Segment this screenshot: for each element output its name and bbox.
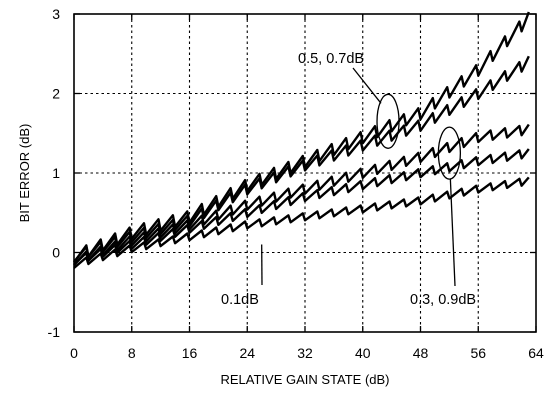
x-tick-label: 40 <box>355 345 371 361</box>
annotation-ellipse-0-3-0-9db <box>437 126 462 180</box>
x-tick-label: 16 <box>182 345 198 361</box>
series-group <box>73 11 530 269</box>
y-tick-label: -1 <box>48 324 61 340</box>
series-line-2 <box>73 148 530 266</box>
y-tick-labels: -1 0 1 2 3 <box>48 6 61 340</box>
annotation-label-0-3-0-9db: 0.3, 0.9dB <box>410 292 476 308</box>
annotation-label-0-5-0-7db: 0.5, 0.7dB <box>298 51 364 67</box>
annotation-shapes <box>261 67 462 287</box>
annotation-leader-0-3-0-9db <box>449 179 456 287</box>
y-tick-label: 1 <box>52 165 60 181</box>
x-tick-label: 24 <box>239 345 255 361</box>
series-line-1 <box>73 176 530 269</box>
series-line-3 <box>73 123 530 267</box>
x-tick-label: 8 <box>128 345 136 361</box>
x-axis-title: RELATIVE GAIN STATE (dB) <box>220 372 389 387</box>
series-line-5 <box>73 11 530 264</box>
y-tick-label: 3 <box>52 6 60 22</box>
annotation-label-0-1db: 0.1dB <box>221 292 259 308</box>
x-tick-label: 32 <box>297 345 313 361</box>
x-tick-label: 56 <box>470 345 486 361</box>
x-tick-label: 64 <box>528 345 544 361</box>
grid-lines <box>74 14 536 332</box>
annotation-leader-0-5-0-7db <box>352 67 382 104</box>
y-axis-title: BIT ERROR (dB) <box>17 124 32 223</box>
annotation-ellipse-0-5-0-7db <box>376 93 400 149</box>
x-tick-label: 48 <box>413 345 429 361</box>
x-tick-labels: 0 8 16 24 32 40 48 56 64 <box>70 345 544 361</box>
x-tick-label: 0 <box>70 345 78 361</box>
axis-ticks <box>73 13 537 333</box>
y-tick-label: 2 <box>52 86 60 102</box>
y-tick-label: 0 <box>52 245 60 261</box>
